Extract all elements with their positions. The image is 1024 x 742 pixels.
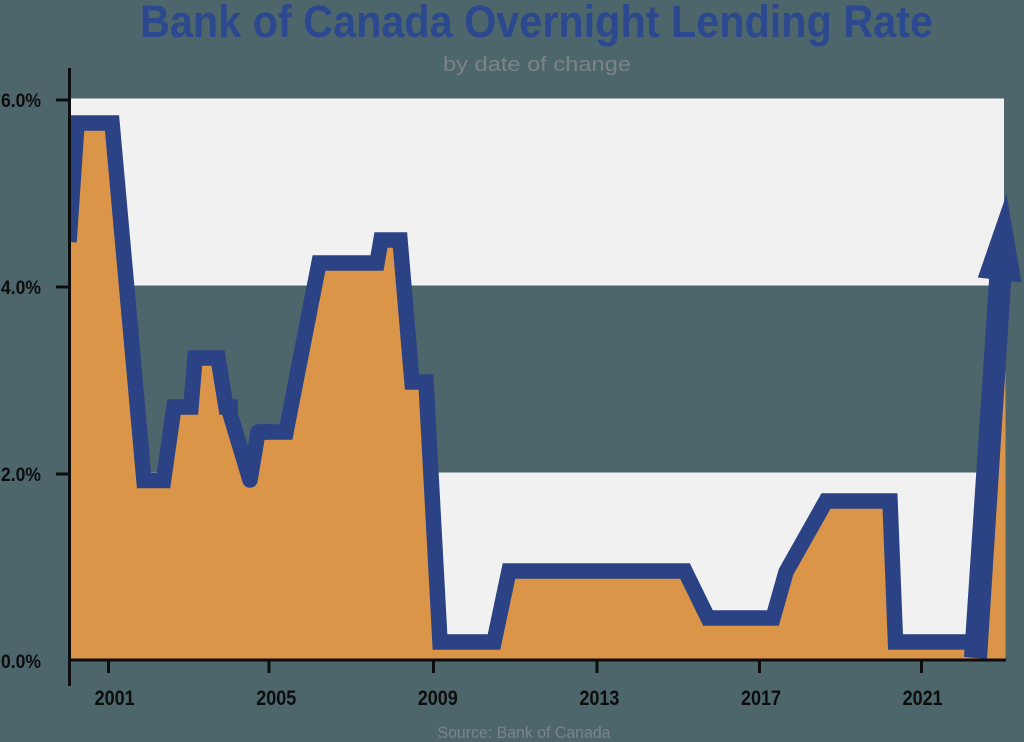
svg-text:by date of change: by date of change <box>443 53 631 76</box>
svg-text:2.0%: 2.0% <box>1 464 41 486</box>
svg-text:4.0%: 4.0% <box>1 277 41 299</box>
svg-text:0.0%: 0.0% <box>1 651 41 673</box>
svg-text:6.0%: 6.0% <box>1 90 41 112</box>
svg-text:Source: Bank of Canada: Source: Bank of Canada <box>438 723 612 742</box>
svg-text:2013: 2013 <box>579 687 619 710</box>
svg-text:2001: 2001 <box>95 687 135 710</box>
svg-text:Bank of Canada Overnight Lendi: Bank of Canada Overnight Lending Rate <box>140 0 933 47</box>
svg-text:2017: 2017 <box>741 687 781 710</box>
svg-text:2021: 2021 <box>903 687 943 710</box>
svg-text:2005: 2005 <box>256 687 296 710</box>
svg-text:2009: 2009 <box>418 687 458 710</box>
